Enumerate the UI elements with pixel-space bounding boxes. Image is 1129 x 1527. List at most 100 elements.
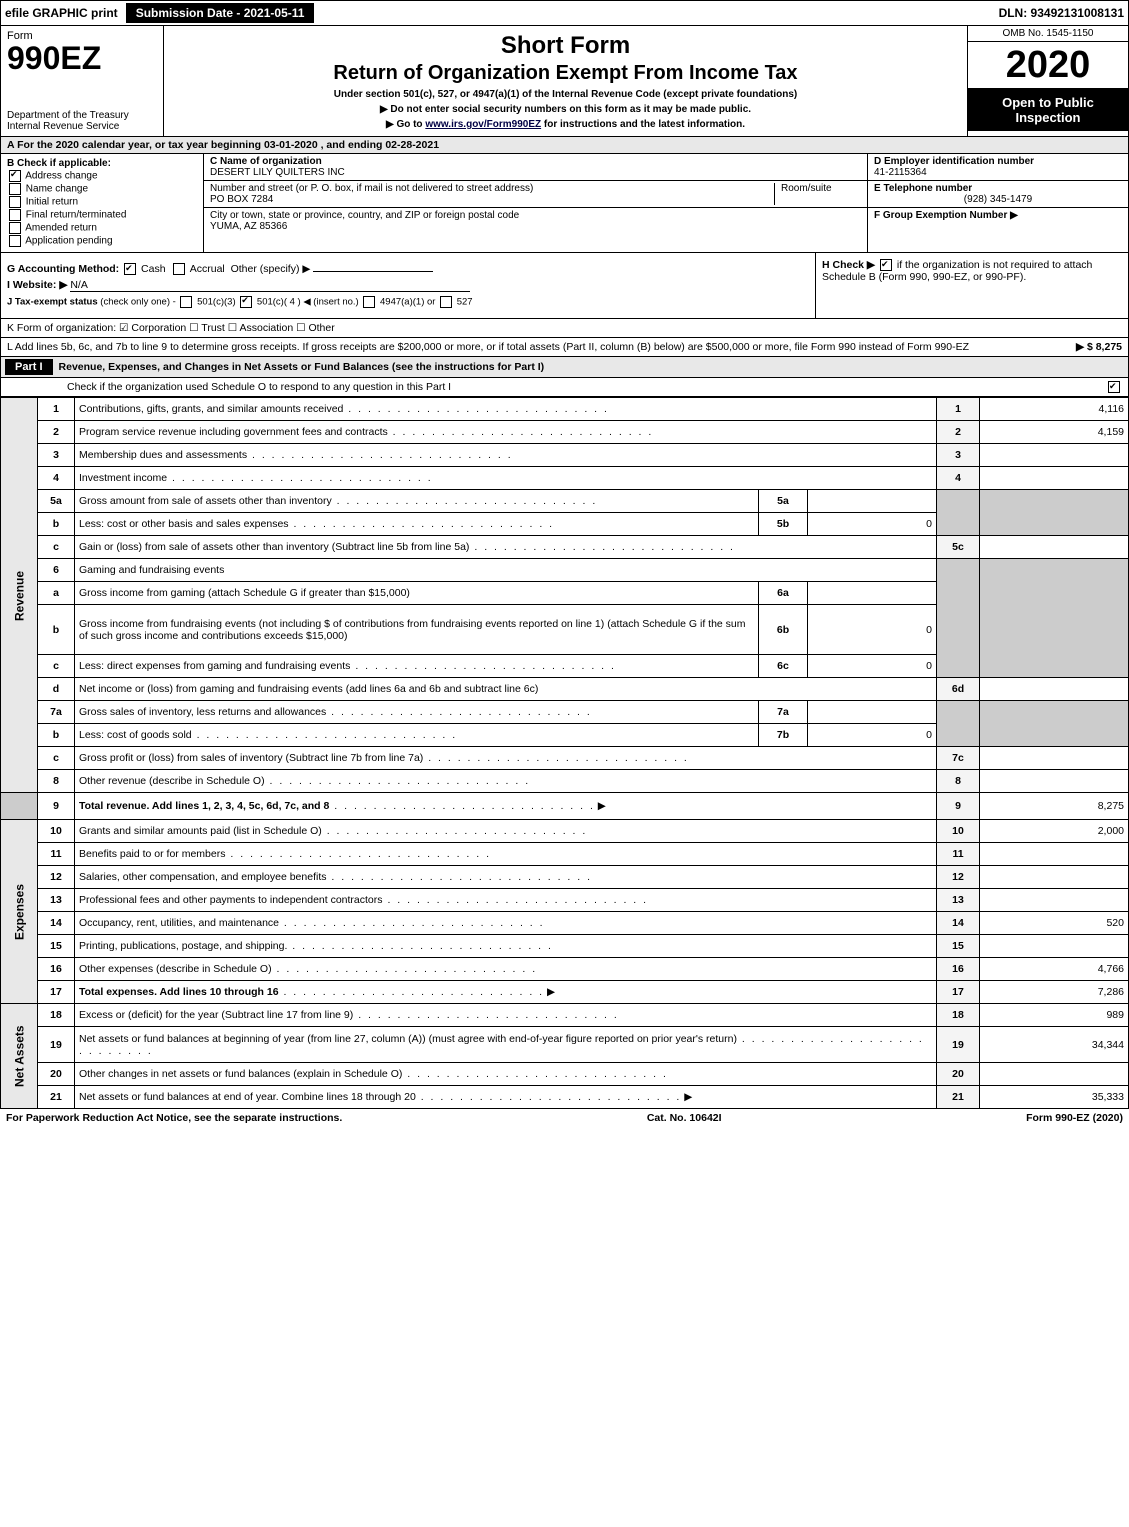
amount-line-6b: 0 [808, 605, 937, 655]
city-label: City or town, state or province, country… [210, 210, 519, 221]
org-name: DESERT LILY QUILTERS INC [210, 167, 345, 178]
amount-line-8 [980, 770, 1129, 793]
checkbox-accrual[interactable] [173, 263, 185, 275]
addr-label: Number and street (or P. O. box, if mail… [210, 183, 533, 194]
amount-line-11 [980, 843, 1129, 866]
footer-left: For Paperwork Reduction Act Notice, see … [6, 1112, 342, 1124]
checkbox-amended-return[interactable]: Amended return [7, 222, 197, 234]
line-a-tax-year: A For the 2020 calendar year, or tax yea… [0, 137, 1129, 154]
top-bar: efile GRAPHIC print Submission Date - 20… [0, 0, 1129, 26]
table-row: 16 Other expenses (describe in Schedule … [1, 958, 1129, 981]
amount-line-16: 4,766 [980, 958, 1129, 981]
table-row: d Net income or (loss) from gaming and f… [1, 678, 1129, 701]
column-def: D Employer identification number 41-2115… [867, 154, 1128, 252]
checkbox-501c3[interactable] [180, 296, 192, 308]
e-label: E Telephone number [874, 183, 972, 194]
table-row: 14 Occupancy, rent, utilities, and maint… [1, 912, 1129, 935]
amount-line-4 [980, 467, 1129, 490]
header-right: OMB No. 1545-1150 2020 Open to Public In… [967, 26, 1128, 136]
submission-date-button[interactable]: Submission Date - 2021-05-11 [126, 3, 315, 23]
checkbox-initial-return[interactable]: Initial return [7, 196, 197, 208]
amount-line-1: 4,116 [980, 398, 1129, 421]
amount-line-3 [980, 444, 1129, 467]
line-h: H Check ▶ if the organization is not req… [815, 253, 1128, 318]
amount-line-20 [980, 1063, 1129, 1086]
table-row: 20 Other changes in net assets or fund b… [1, 1063, 1129, 1086]
amount-line-7b: 0 [808, 724, 937, 747]
checkbox-501c[interactable] [240, 296, 252, 308]
checkbox-cash[interactable] [124, 263, 136, 275]
c-label: C Name of organization [210, 156, 322, 167]
column-c: C Name of organization DESERT LILY QUILT… [204, 154, 867, 252]
line-k: K Form of organization: ☑ Corporation ☐ … [0, 319, 1129, 338]
line-i: I Website: ▶ N/A [7, 279, 809, 292]
omb-number: OMB No. 1545-1150 [968, 26, 1128, 42]
header-left: Form 990EZ Department of the Treasury In… [1, 26, 164, 136]
city-value: YUMA, AZ 85366 [210, 221, 287, 232]
room-suite-label: Room/suite [775, 183, 861, 205]
b-label: B Check if applicable: [7, 158, 111, 169]
checkbox-name-change[interactable]: Name change [7, 183, 197, 195]
checkbox-4947[interactable] [363, 296, 375, 308]
amount-line-10: 2,000 [980, 820, 1129, 843]
irs-link[interactable]: www.irs.gov/Form990EZ [425, 119, 541, 130]
amount-line-6d [980, 678, 1129, 701]
column-b: B Check if applicable: Address change Na… [1, 154, 204, 252]
efile-label: efile GRAPHIC print [5, 6, 118, 20]
form-title-2: Return of Organization Exempt From Incom… [333, 62, 797, 85]
table-row: 17 Total expenses. Add lines 10 through … [1, 981, 1129, 1004]
table-row: 11 Benefits paid to or for members 11 [1, 843, 1129, 866]
table-row: 15 Printing, publications, postage, and … [1, 935, 1129, 958]
checkbox-schedule-b[interactable] [880, 259, 892, 271]
amount-line-5a [808, 490, 937, 513]
line-l: L Add lines 5b, 6c, and 7b to line 9 to … [0, 338, 1129, 357]
checkbox-application-pending[interactable]: Application pending [7, 235, 197, 247]
form-title-1: Short Form [501, 32, 630, 60]
table-row: 8 Other revenue (describe in Schedule O)… [1, 770, 1129, 793]
other-specify-input[interactable] [313, 271, 433, 272]
amount-line-6c: 0 [808, 655, 937, 678]
amount-line-5b: 0 [808, 513, 937, 536]
side-label-expenses: Expenses [1, 820, 38, 1004]
d-label: D Employer identification number [874, 156, 1034, 167]
table-row: Expenses 10 Grants and similar amounts p… [1, 820, 1129, 843]
amount-line-2: 4,159 [980, 421, 1129, 444]
part-1-title: Revenue, Expenses, and Changes in Net As… [59, 361, 1124, 373]
form-header: Form 990EZ Department of the Treasury In… [0, 26, 1129, 137]
f-label: F Group Exemption Number ▶ [874, 210, 1018, 221]
side-label-revenue: Revenue [1, 398, 38, 793]
table-row: 12 Salaries, other compensation, and emp… [1, 866, 1129, 889]
table-row: 4 Investment income 4 [1, 467, 1129, 490]
checkbox-527[interactable] [440, 296, 452, 308]
table-row: 6 Gaming and fundraising events [1, 559, 1129, 582]
amount-line-18: 989 [980, 1004, 1129, 1027]
checkbox-schedule-o[interactable] [1108, 381, 1120, 393]
department-label: Department of the Treasury Internal Reve… [7, 110, 157, 132]
checkbox-final-return[interactable]: Final return/terminated [7, 209, 197, 221]
side-label-net-assets: Net Assets [1, 1004, 38, 1109]
amount-line-7a [808, 701, 937, 724]
gross-receipts-amount: ▶ $ 8,275 [1076, 341, 1122, 353]
website-value: N/A [70, 279, 470, 292]
amount-line-7c [980, 747, 1129, 770]
footer-mid: Cat. No. 10642I [647, 1112, 722, 1124]
financial-table: Revenue 1 Contributions, gifts, grants, … [0, 397, 1129, 1109]
table-row: 3 Membership dues and assessments 3 [1, 444, 1129, 467]
table-row: 2 Program service revenue including gove… [1, 421, 1129, 444]
amount-line-21: 35,333 [980, 1086, 1129, 1109]
amount-line-5c [980, 536, 1129, 559]
part-1-badge: Part I [5, 359, 53, 375]
amount-line-15 [980, 935, 1129, 958]
part-1-header: Part I Revenue, Expenses, and Changes in… [0, 357, 1129, 378]
section-b-to-f: B Check if applicable: Address change Na… [0, 154, 1129, 253]
amount-line-14: 520 [980, 912, 1129, 935]
addr-value: PO BOX 7284 [210, 194, 273, 205]
line-j: J Tax-exempt status (check only one) - 5… [7, 296, 809, 308]
section-g-to-j: G Accounting Method: Cash Accrual Other … [0, 253, 1129, 319]
checkbox-address-change[interactable]: Address change [7, 170, 197, 182]
tax-year: 2020 [968, 42, 1128, 89]
amount-line-17: 7,286 [980, 981, 1129, 1004]
table-row: 13 Professional fees and other payments … [1, 889, 1129, 912]
phone-value: (928) 345-1479 [874, 194, 1122, 205]
amount-line-19: 34,344 [980, 1027, 1129, 1063]
